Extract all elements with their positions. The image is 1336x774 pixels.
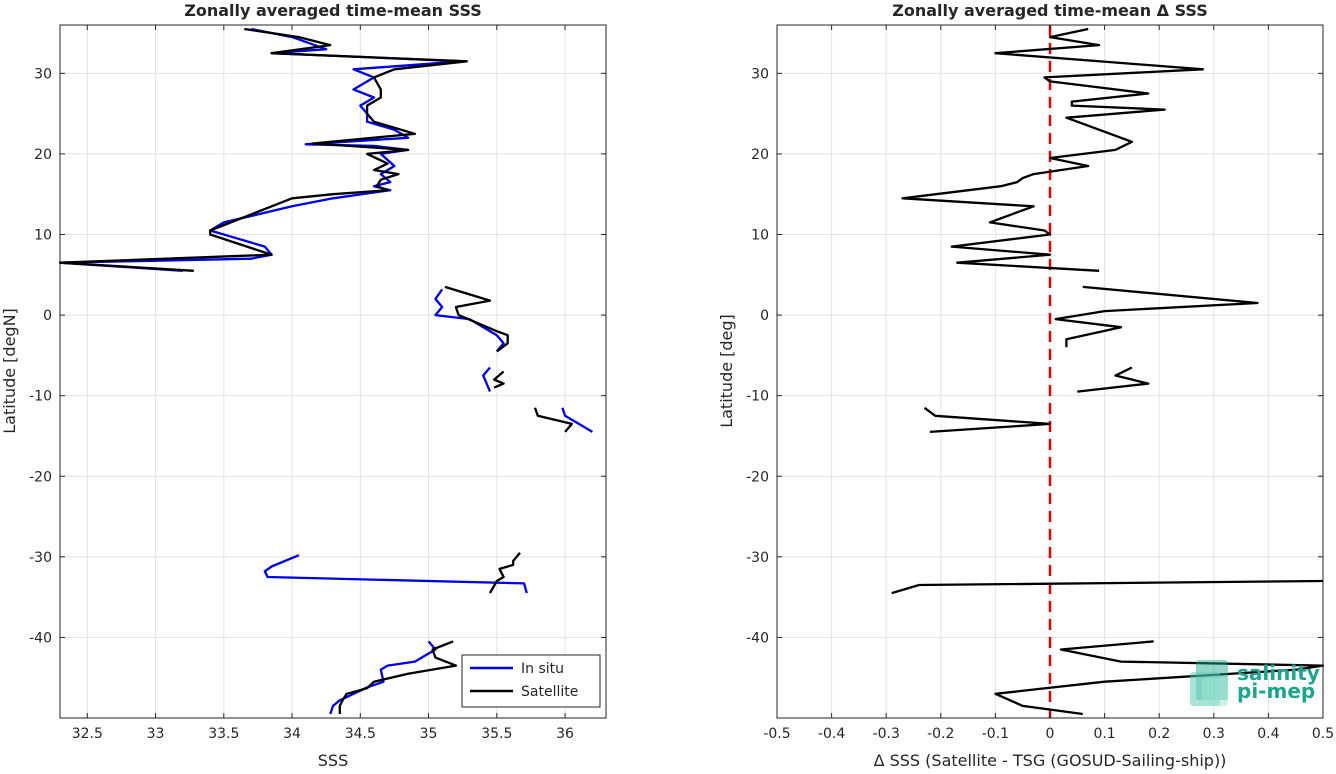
sss-chart-title: Zonally averaged time-mean SSS bbox=[184, 1, 482, 20]
sss-x-axis-label: SSS bbox=[318, 751, 348, 770]
delta-x-tick-label: 0.5 bbox=[1312, 726, 1334, 742]
sss-x-tick-label: 34.5 bbox=[345, 726, 376, 742]
sss-y-axis-label: Latitude [degN] bbox=[0, 308, 19, 434]
sss-ticks: 32.5 33 33.5 34 34.5 35 35.5 36 -40 -30 -20 -10 0 10 2… bbox=[29, 25, 606, 742]
delta-x-tick-label: -0.1 bbox=[982, 726, 1009, 742]
delta-series-0-line bbox=[1077, 366, 1150, 393]
legend: In situ Satellite bbox=[461, 654, 601, 708]
delta-x-tick-label: -0.2 bbox=[927, 726, 954, 742]
sss-x-tick-label: 34 bbox=[283, 726, 301, 742]
delta-x-tick-label: -0.3 bbox=[873, 726, 900, 742]
sss-satellite-line bbox=[338, 640, 458, 714]
delta-y-tick-label: 30 bbox=[751, 66, 769, 82]
delta-series-group bbox=[891, 27, 1325, 716]
legend-label-satellite: Satellite bbox=[521, 684, 578, 700]
sss-grid bbox=[60, 25, 606, 718]
sss-axes-box bbox=[59, 24, 607, 719]
sss-y-tick-label: -20 bbox=[29, 469, 52, 485]
sss-series-group bbox=[58, 27, 593, 715]
sss-x-tick-label: 33 bbox=[147, 726, 165, 742]
delta-y-tick-label: 0 bbox=[760, 308, 769, 324]
delta-y-tick-label: 10 bbox=[751, 228, 769, 244]
delta-sss-panel: -0.5 -0.4 -0.3 -0.2 -0.1 0 0.1 0.2 0.3 0.4 0.5 -40 -… bbox=[717, 1, 1334, 770]
sss-y-tick-label: -10 bbox=[29, 389, 52, 405]
delta-y-tick-label: 20 bbox=[751, 147, 769, 163]
legend-label-in-situ: In situ bbox=[521, 661, 564, 677]
sss-in-situ-line bbox=[263, 554, 528, 594]
logo-text-salinity: salinity bbox=[1237, 661, 1320, 685]
sss-satellite-line bbox=[533, 407, 574, 433]
delta-x-tick-label: 0.4 bbox=[1257, 726, 1279, 742]
sss-in-situ-line bbox=[561, 407, 593, 433]
sss-x-tick-label: 36 bbox=[556, 726, 574, 742]
delta-x-tick-label: 0.3 bbox=[1203, 726, 1225, 742]
sss-y-tick-label: 30 bbox=[34, 66, 52, 82]
sss-x-tick-label: 35 bbox=[420, 726, 438, 742]
sss-x-tick-label: 33.5 bbox=[208, 726, 239, 742]
sss-y-tick-label: 20 bbox=[34, 147, 52, 163]
delta-series-0-line bbox=[923, 406, 1052, 434]
delta-series-0-line bbox=[891, 579, 1324, 595]
sss-satellite-line bbox=[444, 285, 509, 353]
wave-icon bbox=[1190, 660, 1228, 706]
delta-x-tick-label: 0 bbox=[1046, 726, 1055, 742]
delta-series-0-line bbox=[994, 640, 1325, 716]
sss-in-situ-line bbox=[482, 366, 492, 393]
delta-y-axis-label: Latitude [deg] bbox=[717, 314, 736, 428]
sss-in-situ-line bbox=[329, 640, 437, 715]
sss-x-tick-label: 32.5 bbox=[72, 726, 103, 742]
sss-y-tick-label: 0 bbox=[43, 308, 52, 324]
salinity-pi-mep-logo: salinity pi-mep bbox=[1190, 660, 1320, 706]
delta-y-tick-label: -10 bbox=[746, 389, 769, 405]
sss-satellite-line bbox=[488, 552, 521, 594]
sss-satellite-line bbox=[492, 370, 505, 389]
sss-plot-area bbox=[60, 25, 606, 718]
sss-x-tick-label: 35.5 bbox=[481, 726, 512, 742]
delta-x-tick-label: 0.1 bbox=[1093, 726, 1115, 742]
delta-x-tick-label: 0.2 bbox=[1148, 726, 1170, 742]
delta-x-axis-label: Δ SSS (Satellite - TSG (GOSUD-Sailing-sh… bbox=[874, 751, 1227, 770]
sss-satellite-line bbox=[58, 27, 468, 272]
sss-y-tick-label: -30 bbox=[29, 550, 52, 566]
delta-chart-title: Zonally averaged time-mean Δ SSS bbox=[892, 1, 1208, 20]
sss-y-tick-label: 10 bbox=[34, 228, 52, 244]
logo-text-pi-mep: pi-mep bbox=[1237, 679, 1315, 703]
delta-x-tick-label: -0.5 bbox=[763, 726, 790, 742]
sss-y-tick-label: -40 bbox=[29, 630, 52, 646]
delta-x-tick-label: -0.4 bbox=[818, 726, 845, 742]
legend-box bbox=[461, 654, 601, 708]
delta-ticks: -0.5 -0.4 -0.3 -0.2 -0.1 0 0.1 0.2 0.3 0.4 0.5 -40 -… bbox=[746, 25, 1334, 742]
delta-series-0-line bbox=[1054, 285, 1259, 348]
sss-panel: 32.5 33 33.5 34 34.5 35 35.5 36 -40 -30 -20 -10 0 10 2… bbox=[0, 1, 607, 770]
delta-y-tick-label: -30 bbox=[746, 550, 769, 566]
delta-y-tick-label: -40 bbox=[746, 630, 769, 646]
sss-in-situ-line bbox=[434, 288, 505, 353]
delta-y-tick-label: -20 bbox=[746, 469, 769, 485]
delta-series-0-line bbox=[901, 27, 1205, 272]
